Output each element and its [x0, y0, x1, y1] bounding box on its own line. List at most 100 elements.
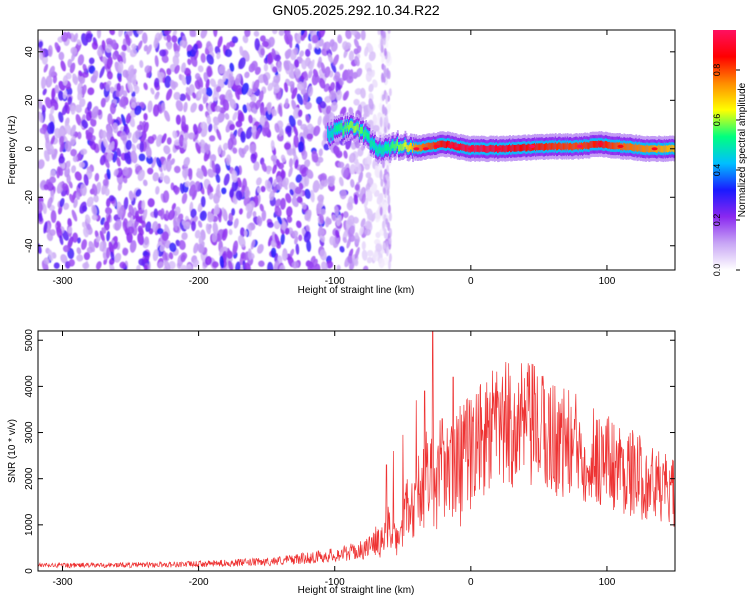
- spectrogram-cell: [143, 121, 149, 133]
- spectrogram-ridge-cell: [473, 144, 475, 152]
- spectrogram-ridge-cell: [638, 144, 641, 151]
- spectrogram-cell: [92, 70, 99, 81]
- spectrogram-ridge-cell: [455, 142, 458, 150]
- spectrogram-cell: [83, 226, 89, 238]
- spectrogram-cell: [188, 168, 193, 181]
- spectrogram-cell: [260, 185, 266, 193]
- spectrogram-cell: [164, 110, 171, 122]
- spectrogram-cell: [155, 185, 160, 195]
- spectrogram-cell: [99, 82, 104, 90]
- spectrogram-ridge-cell: [632, 144, 634, 151]
- spectrogram-cell: [222, 99, 230, 111]
- figure-title: GN05.2025.292.10.34.R22: [272, 2, 440, 18]
- spectrogram-ridge-cell: [465, 145, 468, 153]
- spectrogram-cell: [62, 90, 68, 100]
- x-tick-label: 100: [599, 276, 616, 287]
- spectrogram-cell: [194, 229, 201, 239]
- spectrogram-cell: [319, 178, 326, 190]
- spectrogram-cell: [205, 87, 213, 97]
- snr-y-axis: 0 1000 2000 3000 4000 5000: [24, 329, 675, 574]
- spectrogram-cell: [314, 263, 321, 270]
- spectrogram-cell: [105, 44, 112, 53]
- spectrogram-cell: [231, 170, 238, 183]
- spectrogram-cell: [110, 251, 115, 261]
- spectrogram-cell: [112, 122, 119, 134]
- spectrogram-cell: [332, 145, 340, 156]
- spectrogram-ridge-cell: [345, 125, 348, 133]
- spectrogram-ridge-cell: [628, 143, 631, 151]
- spectrogram-ridge-cell: [666, 145, 669, 153]
- spectrogram-cell: [385, 114, 389, 126]
- spectrogram-ridge-cell: [488, 145, 491, 153]
- spectrogram-cell: [117, 182, 123, 191]
- spectrogram-cell: [288, 115, 296, 128]
- spectrogram-cell: [339, 189, 347, 200]
- spectrogram-cell: [381, 94, 385, 101]
- spectrogram-cell: [283, 82, 289, 93]
- spectrogram-cell: [289, 189, 294, 196]
- spectrogram-cell: [56, 166, 61, 179]
- spectrogram-cell: [197, 87, 203, 99]
- spectrogram-cell: [227, 76, 235, 89]
- spectrogram-cell: [335, 229, 340, 239]
- spectrogram-cell: [49, 143, 55, 155]
- spectrogram-ridge-cell: [454, 142, 457, 150]
- spectrogram-cell: [241, 82, 249, 95]
- spectrogram-ridge-cell: [371, 139, 374, 147]
- spectrogram-cell: [133, 83, 138, 91]
- spectrogram-cell: [66, 173, 71, 184]
- spectrogram-cell: [339, 246, 345, 253]
- spectrogram-cell: [379, 206, 383, 216]
- spectrogram-x-axis: -300 -200 -100 0 100: [52, 30, 616, 287]
- spectrogram-cell: [364, 163, 370, 171]
- spectrogram-ridge-cell: [409, 142, 412, 150]
- spectrogram-cell: [301, 202, 307, 210]
- spectrogram-ridge-cell: [337, 125, 339, 133]
- spectrogram-cell: [81, 221, 86, 228]
- spectrogram-cell: [280, 233, 285, 245]
- spectrogram-ridge-cell: [641, 145, 644, 153]
- spectrogram-cell: [135, 215, 141, 223]
- spectrogram-cell: [221, 187, 227, 195]
- spectrogram-cell: [191, 189, 198, 201]
- spectrogram-cell: [227, 137, 234, 151]
- spectrogram-cell: [81, 119, 89, 129]
- spectrogram-cell: [169, 242, 177, 253]
- spectrogram-cell: [157, 261, 164, 269]
- spectrogram-ridge-cell: [669, 144, 671, 152]
- spectrogram-ridge-cell: [437, 141, 439, 148]
- spectrogram-ridge-cell: [341, 122, 344, 130]
- spectrogram-cell: [70, 124, 76, 137]
- spectrogram-ridge-cell: [369, 140, 372, 147]
- spectrogram-cell: [380, 37, 384, 49]
- spectrogram-ridge-cell: [504, 145, 507, 153]
- spectrogram-ridge-cell: [593, 141, 596, 148]
- spectrogram-ridge-cell: [364, 130, 367, 137]
- spectrogram-ridge-cell: [631, 143, 633, 151]
- spectrogram-cell: [147, 135, 155, 144]
- spectrogram-cell: [294, 159, 299, 169]
- snr-y-label: SNR (10 * v/v): [7, 419, 18, 483]
- spectrogram-ridge-cell: [438, 141, 441, 148]
- spectrogram-cell: [256, 177, 262, 186]
- spectrogram-cell: [330, 41, 338, 52]
- spectrogram-cell: [317, 174, 325, 181]
- spectrogram-ridge-cell: [535, 144, 537, 152]
- spectrogram-cell: [67, 236, 74, 250]
- spectrogram-cell: [203, 72, 209, 83]
- spectrogram-cell: [272, 164, 277, 174]
- spectrogram-ridge-cell: [457, 143, 460, 151]
- spectrogram-cell: [78, 161, 85, 168]
- spectrogram-cell: [379, 169, 383, 181]
- spectrogram-cell: [76, 247, 82, 255]
- spectrogram-cell: [156, 157, 162, 168]
- spectrogram-cell: [94, 172, 100, 182]
- spectrogram-cell: [61, 31, 69, 43]
- spectrogram-cell: [194, 80, 201, 90]
- spectrogram-ridge-cell: [624, 143, 627, 151]
- spectrogram-cell: [82, 63, 88, 73]
- spectrogram-cell: [74, 171, 82, 181]
- spectrogram-ridge-cell: [338, 124, 340, 131]
- spectrogram-cell: [200, 53, 206, 64]
- snr-series-line: [38, 331, 675, 569]
